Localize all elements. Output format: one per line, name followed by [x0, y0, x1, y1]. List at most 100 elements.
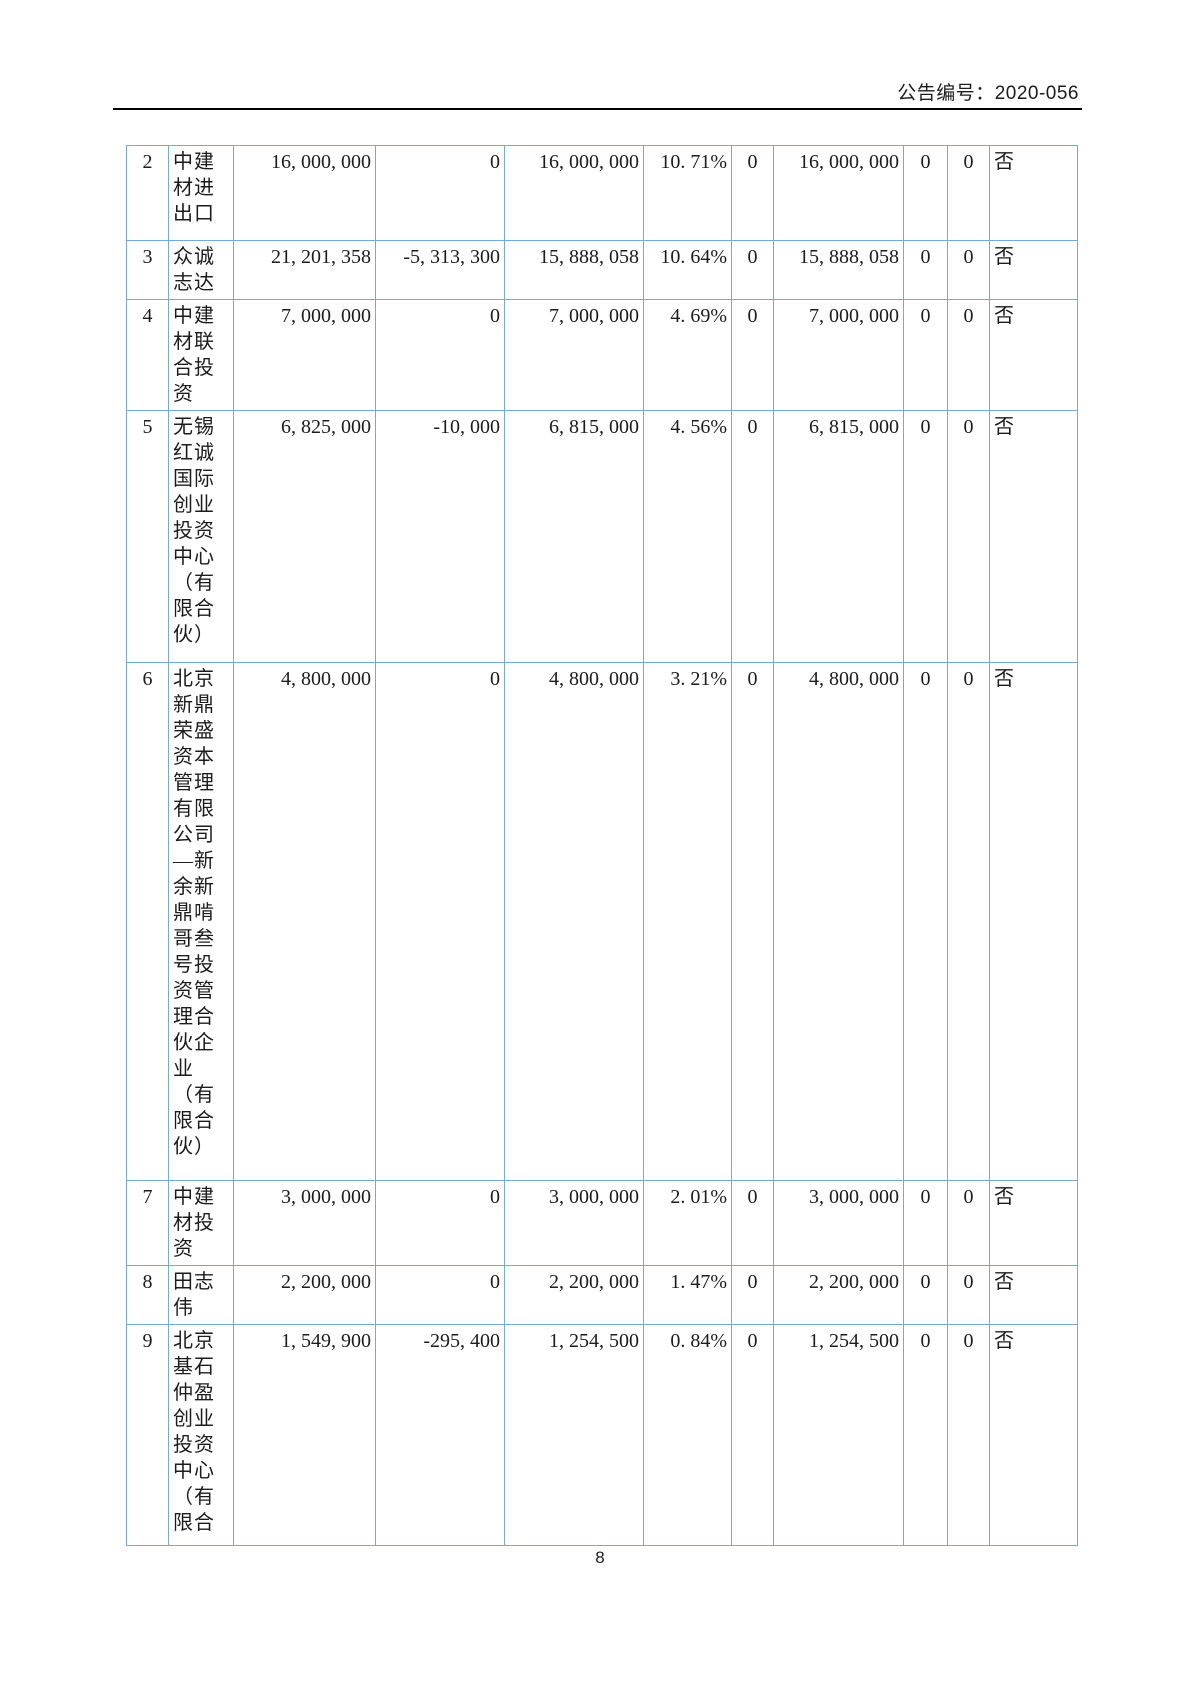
- unrestricted-cell: 1, 254, 500: [773, 1324, 904, 1546]
- row-number-cell: 7: [126, 1180, 169, 1266]
- shares-change-cell: -295, 400: [375, 1324, 505, 1546]
- zero-cell: 0: [947, 1324, 990, 1546]
- flag-cell: 否: [989, 410, 1078, 663]
- shareholder-row: 8 田志 伟 2, 200, 000 0 2, 200, 000 1. 47% …: [126, 1265, 1078, 1325]
- shareholder-table: 2 中建 材进 出口 16, 000, 000 0 16, 000, 000 1…: [126, 145, 1078, 1546]
- zero-cell: 0: [947, 1265, 990, 1325]
- zero-cell: 0: [947, 145, 990, 241]
- shares-end-cell: 1, 254, 500: [504, 1324, 644, 1546]
- shares-change-cell: 0: [375, 662, 505, 1181]
- flag-cell: 否: [989, 1265, 1078, 1325]
- ratio-cell: 4. 56%: [643, 410, 732, 663]
- holder-name-cell: 中建 材联 合投 资: [168, 299, 234, 411]
- unrestricted-cell: 4, 800, 000: [773, 662, 904, 1181]
- flag-cell: 否: [989, 1180, 1078, 1266]
- unrestricted-cell: 7, 000, 000: [773, 299, 904, 411]
- shares-change-cell: 0: [375, 1180, 505, 1266]
- shares-change-cell: -5, 313, 300: [375, 240, 505, 300]
- zero-cell: 0: [947, 410, 990, 663]
- shares-change-cell: 0: [375, 1265, 505, 1325]
- shares-end-cell: 6, 815, 000: [504, 410, 644, 663]
- holder-name-cell: 中建 材进 出口: [168, 145, 234, 241]
- unrestricted-cell: 16, 000, 000: [773, 145, 904, 241]
- ratio-cell: 0. 84%: [643, 1324, 732, 1546]
- ratio-cell: 10. 71%: [643, 145, 732, 241]
- unrestricted-cell: 3, 000, 000: [773, 1180, 904, 1266]
- shares-end-cell: 7, 000, 000: [504, 299, 644, 411]
- zero-cell: 0: [731, 299, 774, 411]
- zero-cell: 0: [731, 662, 774, 1181]
- flag-cell: 否: [989, 145, 1078, 241]
- zero-cell: 0: [903, 240, 948, 300]
- row-number-cell: 2: [126, 145, 169, 241]
- shares-change-cell: 0: [375, 299, 505, 411]
- zero-cell: 0: [903, 1180, 948, 1266]
- shares-begin-cell: 16, 000, 000: [233, 145, 376, 241]
- flag-cell: 否: [989, 662, 1078, 1181]
- shareholder-row: 2 中建 材进 出口 16, 000, 000 0 16, 000, 000 1…: [126, 145, 1078, 241]
- shares-end-cell: 2, 200, 000: [504, 1265, 644, 1325]
- holder-name-cell: 无锡 红诚 国际 创业 投资 中心 （有 限合 伙）: [168, 410, 234, 663]
- row-number-cell: 6: [126, 662, 169, 1181]
- zero-cell: 0: [903, 410, 948, 663]
- ratio-cell: 2. 01%: [643, 1180, 732, 1266]
- shareholder-row: 5 无锡 红诚 国际 创业 投资 中心 （有 限合 伙） 6, 825, 000…: [126, 410, 1078, 663]
- ratio-cell: 10. 64%: [643, 240, 732, 300]
- holder-name-cell: 北京 基石 仲盈 创业 投资 中心 （有 限合: [168, 1324, 234, 1546]
- holder-name-cell: 众诚 志达: [168, 240, 234, 300]
- zero-cell: 0: [903, 662, 948, 1181]
- shares-end-cell: 16, 000, 000: [504, 145, 644, 241]
- shares-begin-cell: 1, 549, 900: [233, 1324, 376, 1546]
- flag-cell: 否: [989, 299, 1078, 411]
- shares-change-cell: 0: [375, 145, 505, 241]
- shares-begin-cell: 21, 201, 358: [233, 240, 376, 300]
- zero-cell: 0: [731, 410, 774, 663]
- row-number-cell: 5: [126, 410, 169, 663]
- shareholder-row: 3 众诚 志达 21, 201, 358 -5, 313, 300 15, 88…: [126, 240, 1078, 300]
- shares-end-cell: 4, 800, 000: [504, 662, 644, 1181]
- flag-cell: 否: [989, 240, 1078, 300]
- row-number-cell: 8: [126, 1265, 169, 1325]
- zero-cell: 0: [947, 240, 990, 300]
- row-number-cell: 9: [126, 1324, 169, 1546]
- zero-cell: 0: [947, 299, 990, 411]
- shareholder-row: 4 中建 材联 合投 资 7, 000, 000 0 7, 000, 000 4…: [126, 299, 1078, 411]
- unrestricted-cell: 15, 888, 058: [773, 240, 904, 300]
- zero-cell: 0: [731, 1180, 774, 1266]
- holder-name-cell: 中建 材投 资: [168, 1180, 234, 1266]
- header-divider-line: [113, 108, 1082, 110]
- shares-begin-cell: 2, 200, 000: [233, 1265, 376, 1325]
- zero-cell: 0: [903, 1265, 948, 1325]
- shareholder-row: 6 北京 新鼎 荣盛 资本 管理 有限 公司 —新 余新 鼎啃 哥叁 号投 资管…: [126, 662, 1078, 1181]
- zero-cell: 0: [731, 240, 774, 300]
- zero-cell: 0: [731, 1324, 774, 1546]
- shares-begin-cell: 3, 000, 000: [233, 1180, 376, 1266]
- ratio-cell: 4. 69%: [643, 299, 732, 411]
- shares-end-cell: 3, 000, 000: [504, 1180, 644, 1266]
- ratio-cell: 1. 47%: [643, 1265, 732, 1325]
- shares-begin-cell: 6, 825, 000: [233, 410, 376, 663]
- shares-begin-cell: 7, 000, 000: [233, 299, 376, 411]
- shareholder-row: 7 中建 材投 资 3, 000, 000 0 3, 000, 000 2. 0…: [126, 1180, 1078, 1266]
- holder-name-cell: 北京 新鼎 荣盛 资本 管理 有限 公司 —新 余新 鼎啃 哥叁 号投 资管 理…: [168, 662, 234, 1181]
- zero-cell: 0: [731, 1265, 774, 1325]
- zero-cell: 0: [903, 145, 948, 241]
- announcement-number: 公告编号：2020-056: [897, 83, 1079, 104]
- zero-cell: 0: [947, 1180, 990, 1266]
- zero-cell: 0: [903, 299, 948, 411]
- zero-cell: 0: [731, 145, 774, 241]
- page-number: 8: [595, 1548, 605, 1567]
- shares-change-cell: -10, 000: [375, 410, 505, 663]
- unrestricted-cell: 2, 200, 000: [773, 1265, 904, 1325]
- flag-cell: 否: [989, 1324, 1078, 1546]
- zero-cell: 0: [903, 1324, 948, 1546]
- zero-cell: 0: [947, 662, 990, 1181]
- unrestricted-cell: 6, 815, 000: [773, 410, 904, 663]
- shares-begin-cell: 4, 800, 000: [233, 662, 376, 1181]
- holder-name-cell: 田志 伟: [168, 1265, 234, 1325]
- row-number-cell: 4: [126, 299, 169, 411]
- ratio-cell: 3. 21%: [643, 662, 732, 1181]
- shareholder-row: 9 北京 基石 仲盈 创业 投资 中心 （有 限合 1, 549, 900 -2…: [126, 1324, 1078, 1546]
- shares-end-cell: 15, 888, 058: [504, 240, 644, 300]
